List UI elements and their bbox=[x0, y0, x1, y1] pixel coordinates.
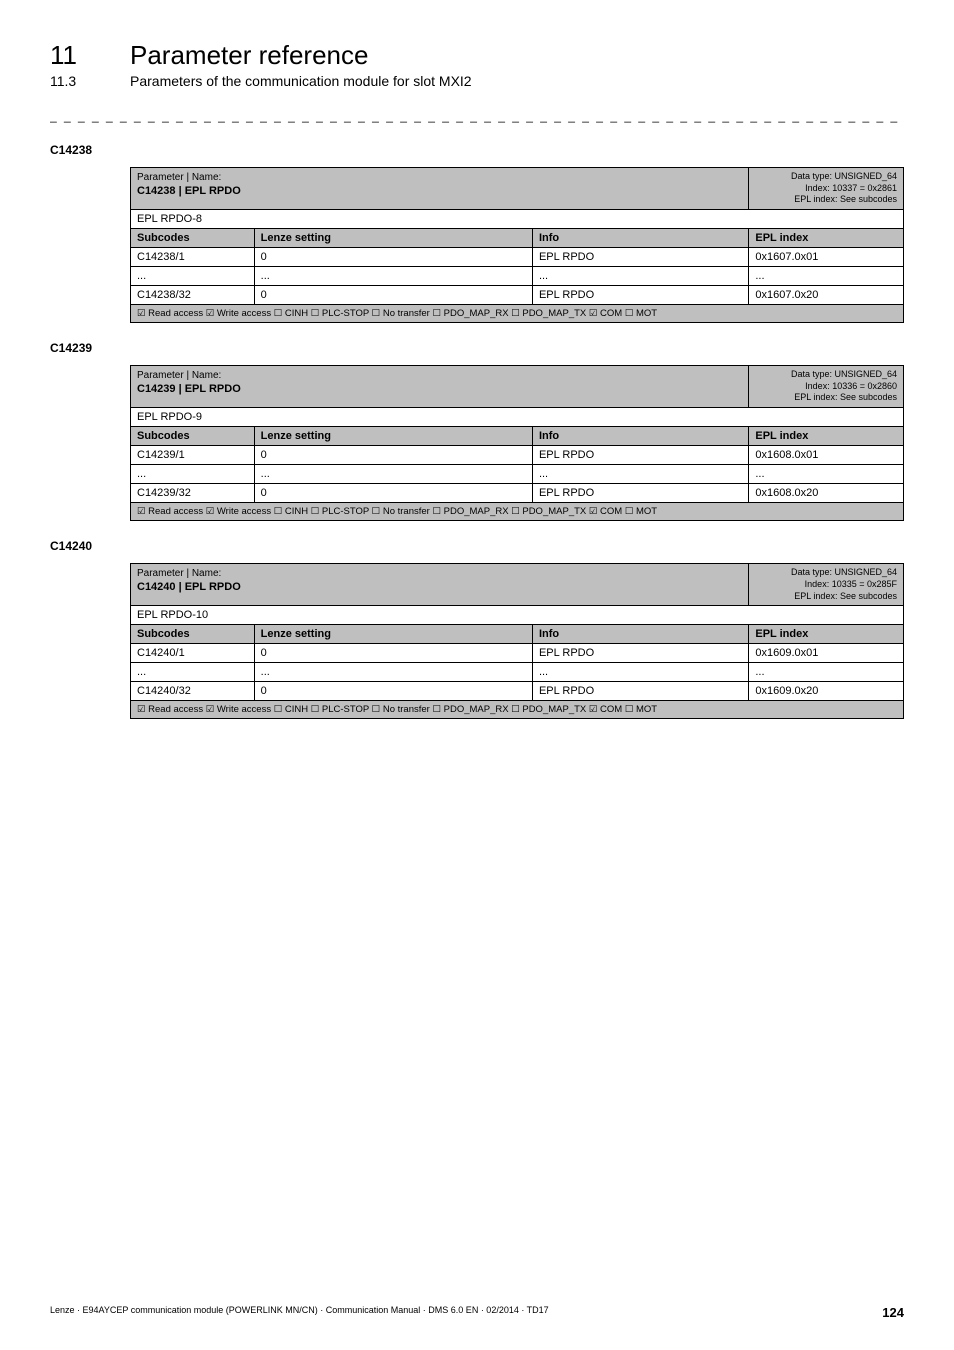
table-cell: C14239/32 bbox=[131, 484, 255, 503]
param-meta-cell: Data type: UNSIGNED_64Index: 10335 = 0x2… bbox=[749, 564, 904, 606]
table-cell: ... bbox=[254, 267, 532, 286]
table-row: C14238/320EPL RPDO0x1607.0x20 bbox=[131, 286, 904, 305]
column-header: Lenze setting bbox=[254, 625, 532, 644]
table-cell: 0 bbox=[254, 484, 532, 503]
param-table: Parameter | Name:C14239 | EPL RPDOData t… bbox=[130, 365, 904, 521]
param-name-cell: Parameter | Name:C14240 | EPL RPDO bbox=[131, 564, 749, 606]
table-cell: ... bbox=[532, 267, 748, 286]
table-cell: 0x1608.0x01 bbox=[749, 446, 904, 465]
param-table: Parameter | Name:C14238 | EPL RPDOData t… bbox=[130, 167, 904, 323]
table-cell: EPL RPDO bbox=[532, 484, 748, 503]
param-meta-cell: Data type: UNSIGNED_64Index: 10336 = 0x2… bbox=[749, 366, 904, 408]
param-desc-cell: EPL RPDO-8 bbox=[131, 210, 904, 229]
section-number: 11.3 bbox=[50, 73, 90, 89]
table-cell: 0 bbox=[254, 446, 532, 465]
table-cell: C14239/1 bbox=[131, 446, 255, 465]
table-cell: 0x1609.0x20 bbox=[749, 682, 904, 701]
table-cell: 0 bbox=[254, 644, 532, 663]
table-cell: EPL RPDO bbox=[532, 446, 748, 465]
table-cell: ... bbox=[532, 465, 748, 484]
table-row: C14238/10EPL RPDO0x1607.0x01 bbox=[131, 248, 904, 267]
table-cell: 0 bbox=[254, 286, 532, 305]
chapter-line: 11 Parameter reference bbox=[50, 40, 904, 71]
table-row: C14240/320EPL RPDO0x1609.0x20 bbox=[131, 682, 904, 701]
table-row: ............ bbox=[131, 663, 904, 682]
param-desc-cell: EPL RPDO-9 bbox=[131, 408, 904, 427]
section-line: 11.3 Parameters of the communication mod… bbox=[50, 73, 904, 89]
page-footer: Lenze · E94AYCEP communication module (P… bbox=[50, 1305, 904, 1320]
param-table: Parameter | Name:C14240 | EPL RPDOData t… bbox=[130, 563, 904, 719]
flags-cell: ☑ Read access ☑ Write access ☐ CINH ☐ PL… bbox=[131, 503, 904, 521]
table-row: C14240/10EPL RPDO0x1609.0x01 bbox=[131, 644, 904, 663]
table-cell: C14238/32 bbox=[131, 286, 255, 305]
table-cell: ... bbox=[749, 465, 904, 484]
column-header: Subcodes bbox=[131, 625, 255, 644]
table-cell: C14240/1 bbox=[131, 644, 255, 663]
table-cell: ... bbox=[254, 663, 532, 682]
table-cell: ... bbox=[131, 663, 255, 682]
table-cell: EPL RPDO bbox=[532, 248, 748, 267]
table-cell: 0x1608.0x20 bbox=[749, 484, 904, 503]
table-cell: C14240/32 bbox=[131, 682, 255, 701]
param-desc-cell: EPL RPDO-10 bbox=[131, 606, 904, 625]
table-cell: ... bbox=[131, 465, 255, 484]
param-name-cell: Parameter | Name:C14238 | EPL RPDO bbox=[131, 168, 749, 210]
column-header: EPL index bbox=[749, 427, 904, 446]
column-header: Subcodes bbox=[131, 427, 255, 446]
separator-dashes: _ _ _ _ _ _ _ _ _ _ _ _ _ _ _ _ _ _ _ _ … bbox=[50, 109, 904, 123]
table-cell: 0x1607.0x20 bbox=[749, 286, 904, 305]
column-header: Info bbox=[532, 625, 748, 644]
column-header: Lenze setting bbox=[254, 229, 532, 248]
column-header: Info bbox=[532, 229, 748, 248]
param-code-heading: C14240 bbox=[50, 539, 904, 553]
chapter-number: 11 bbox=[50, 40, 90, 71]
param-code-heading: C14239 bbox=[50, 341, 904, 355]
table-row: ............ bbox=[131, 267, 904, 286]
table-cell: C14238/1 bbox=[131, 248, 255, 267]
table-cell: 0x1607.0x01 bbox=[749, 248, 904, 267]
column-header: EPL index bbox=[749, 625, 904, 644]
table-cell: ... bbox=[254, 465, 532, 484]
table-cell: 0x1609.0x01 bbox=[749, 644, 904, 663]
param-name-cell: Parameter | Name:C14239 | EPL RPDO bbox=[131, 366, 749, 408]
table-cell: ... bbox=[532, 663, 748, 682]
table-row: C14239/320EPL RPDO0x1608.0x20 bbox=[131, 484, 904, 503]
param-meta-cell: Data type: UNSIGNED_64Index: 10337 = 0x2… bbox=[749, 168, 904, 210]
table-cell: ... bbox=[749, 267, 904, 286]
table-cell: ... bbox=[131, 267, 255, 286]
table-row: C14239/10EPL RPDO0x1608.0x01 bbox=[131, 446, 904, 465]
flags-cell: ☑ Read access ☑ Write access ☐ CINH ☐ PL… bbox=[131, 701, 904, 719]
table-cell: EPL RPDO bbox=[532, 286, 748, 305]
table-cell: EPL RPDO bbox=[532, 644, 748, 663]
page-number: 124 bbox=[882, 1305, 904, 1320]
section-title: Parameters of the communication module f… bbox=[130, 73, 472, 89]
footer-text: Lenze · E94AYCEP communication module (P… bbox=[50, 1305, 549, 1320]
chapter-title: Parameter reference bbox=[130, 40, 368, 71]
table-row: ............ bbox=[131, 465, 904, 484]
column-header: Subcodes bbox=[131, 229, 255, 248]
flags-cell: ☑ Read access ☑ Write access ☐ CINH ☐ PL… bbox=[131, 305, 904, 323]
column-header: Info bbox=[532, 427, 748, 446]
page-header: 11 Parameter reference 11.3 Parameters o… bbox=[50, 40, 904, 89]
param-code-heading: C14238 bbox=[50, 143, 904, 157]
table-cell: 0 bbox=[254, 248, 532, 267]
table-cell: EPL RPDO bbox=[532, 682, 748, 701]
column-header: EPL index bbox=[749, 229, 904, 248]
column-header: Lenze setting bbox=[254, 427, 532, 446]
table-cell: 0 bbox=[254, 682, 532, 701]
table-cell: ... bbox=[749, 663, 904, 682]
